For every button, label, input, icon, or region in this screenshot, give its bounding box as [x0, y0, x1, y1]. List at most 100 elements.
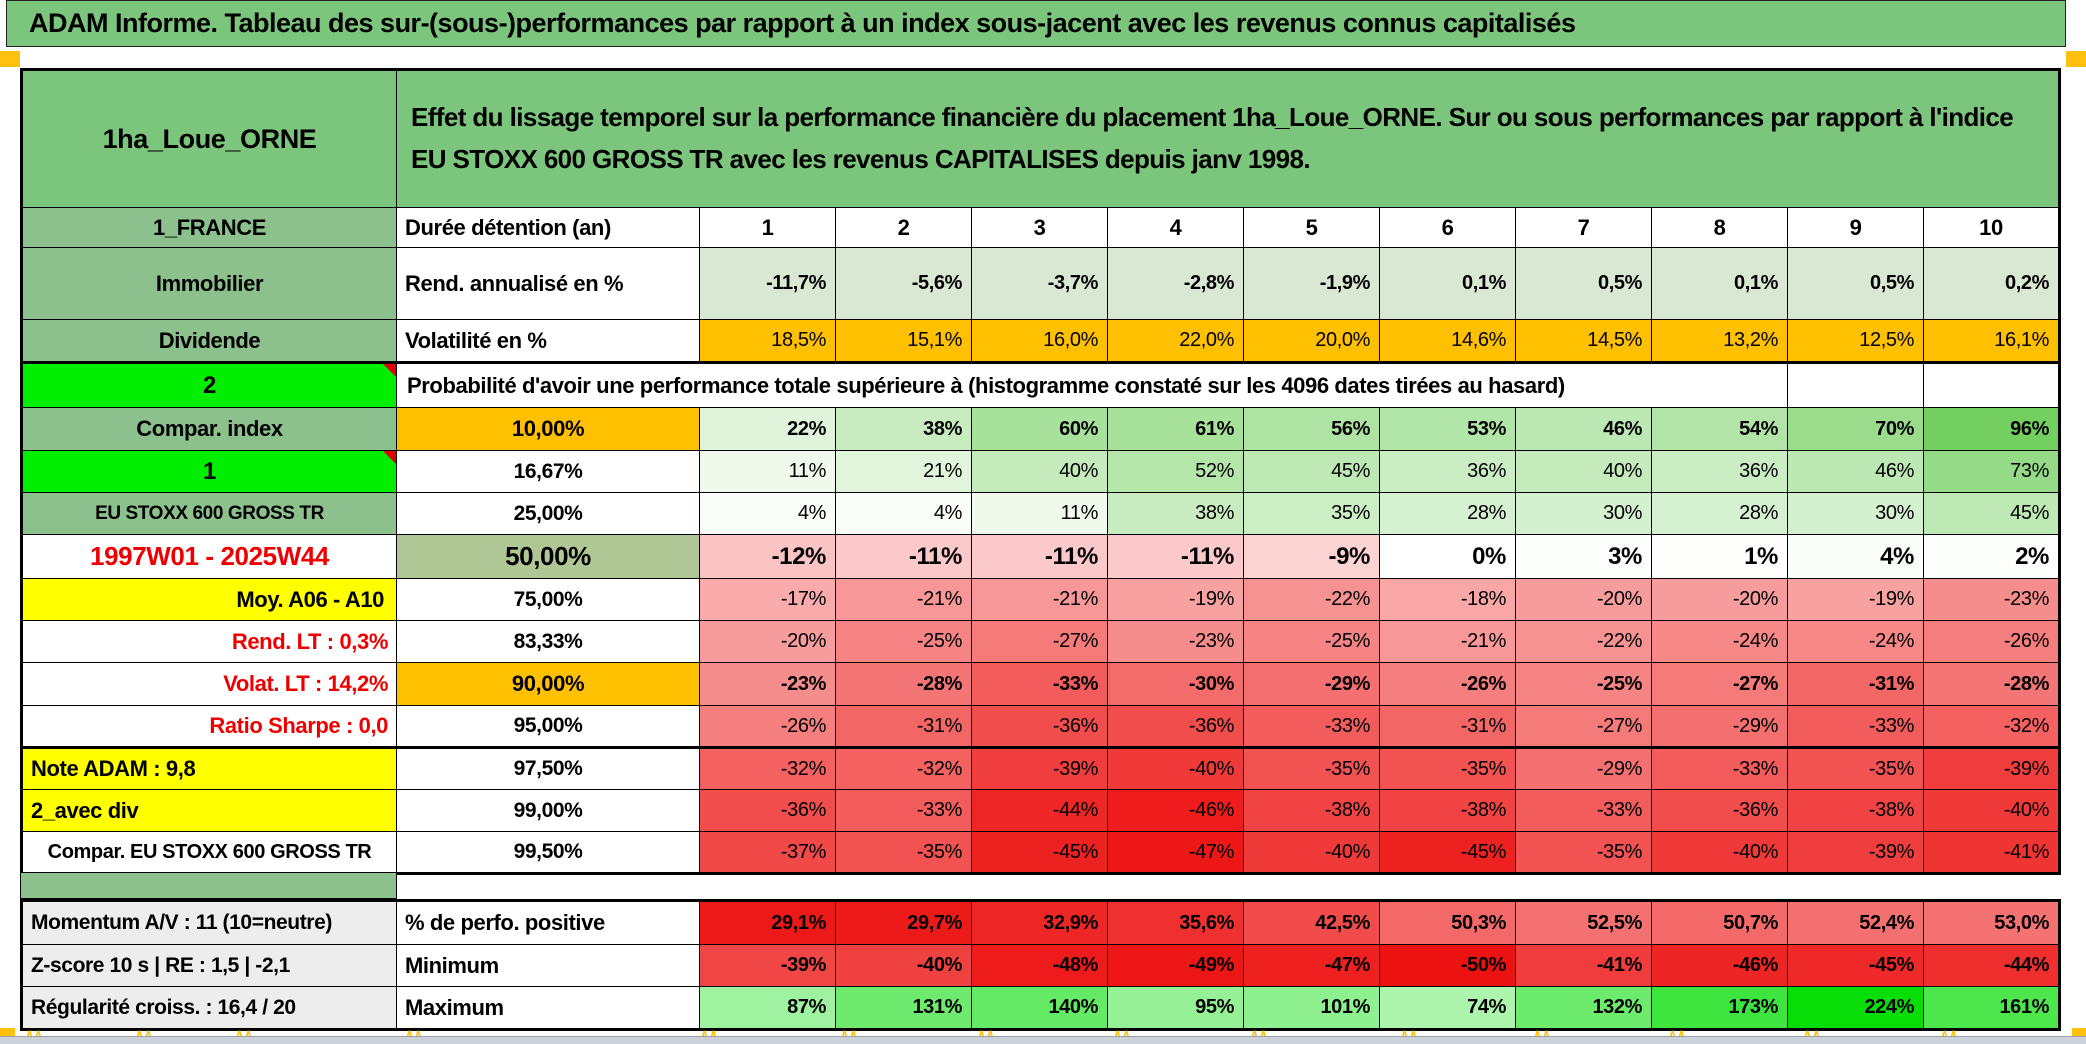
- data-cell[interactable]: -33%: [1243, 705, 1380, 749]
- data-cell[interactable]: 8: [1651, 207, 1788, 248]
- data-cell[interactable]: -39%: [1787, 831, 1924, 874]
- data-cell[interactable]: -36%: [699, 789, 836, 832]
- data-cell[interactable]: -11,7%: [699, 247, 836, 320]
- data-cell[interactable]: -39%: [971, 747, 1108, 790]
- data-cell[interactable]: 3%: [1515, 534, 1652, 579]
- data-cell[interactable]: 10: [1923, 207, 2060, 248]
- data-cell[interactable]: 12,5%: [1787, 319, 1924, 364]
- data-cell[interactable]: -26%: [699, 705, 836, 749]
- row-label-cell[interactable]: Dividende: [21, 319, 397, 364]
- data-cell[interactable]: -35%: [1243, 747, 1380, 790]
- data-cell[interactable]: -20%: [1651, 578, 1788, 621]
- data-cell[interactable]: 161%: [1923, 986, 2060, 1030]
- row-label-cell[interactable]: Momentum A/V : 11 (10=neutre): [21, 900, 397, 945]
- data-cell[interactable]: 16,0%: [971, 319, 1108, 364]
- data-cell[interactable]: 21%: [835, 450, 972, 493]
- data-cell[interactable]: 4%: [1787, 534, 1924, 579]
- data-cell[interactable]: 35%: [1243, 492, 1380, 535]
- data-cell[interactable]: -26%: [1923, 620, 2060, 663]
- data-cell[interactable]: 6: [1379, 207, 1516, 248]
- data-cell[interactable]: -48%: [971, 944, 1108, 987]
- data-cell[interactable]: -12%: [699, 534, 836, 579]
- data-cell[interactable]: -11%: [835, 534, 972, 579]
- data-cell[interactable]: 14,6%: [1379, 319, 1516, 364]
- data-cell[interactable]: -27%: [1515, 705, 1652, 749]
- row-label-cell[interactable]: Immobilier: [21, 247, 397, 320]
- data-cell[interactable]: 42,5%: [1243, 900, 1380, 945]
- data-cell[interactable]: -44%: [971, 789, 1108, 832]
- data-cell[interactable]: 4%: [699, 492, 836, 535]
- data-cell[interactable]: -26%: [1379, 662, 1516, 706]
- data-cell[interactable]: 22,0%: [1107, 319, 1244, 364]
- data-cell[interactable]: -31%: [1379, 705, 1516, 749]
- data-cell[interactable]: -36%: [1107, 705, 1244, 749]
- row-label-cell[interactable]: EU STOXX 600 GROSS TR: [21, 492, 397, 535]
- data-cell[interactable]: -40%: [1107, 747, 1244, 790]
- data-cell[interactable]: -46%: [1651, 944, 1788, 987]
- metric-label-cell[interactable]: 83,33%: [396, 620, 700, 663]
- data-cell[interactable]: [1923, 362, 2060, 408]
- data-cell[interactable]: 131%: [835, 986, 972, 1030]
- data-cell[interactable]: -38%: [1787, 789, 1924, 832]
- data-cell[interactable]: 173%: [1651, 986, 1788, 1030]
- data-cell[interactable]: 224%: [1787, 986, 1924, 1030]
- data-cell[interactable]: -33%: [1787, 705, 1924, 749]
- row-label-cell[interactable]: Note ADAM : 9,8: [21, 747, 397, 790]
- row-label-cell[interactable]: Régularité croiss. : 16,4 / 20: [21, 986, 397, 1030]
- data-cell[interactable]: 50,3%: [1379, 900, 1516, 945]
- data-cell[interactable]: -39%: [699, 944, 836, 987]
- data-cell[interactable]: -28%: [835, 662, 972, 706]
- data-cell[interactable]: 54%: [1651, 407, 1788, 451]
- data-cell[interactable]: 29,7%: [835, 900, 972, 945]
- data-cell[interactable]: 0,5%: [1787, 247, 1924, 320]
- data-cell[interactable]: -45%: [1379, 831, 1516, 874]
- row-label-cell[interactable]: Z-score 10 s | RE : 1,5 | -2,1: [21, 944, 397, 987]
- data-cell[interactable]: -35%: [1787, 747, 1924, 790]
- data-cell[interactable]: -1,9%: [1243, 247, 1380, 320]
- data-cell[interactable]: -29%: [1243, 662, 1380, 706]
- data-cell[interactable]: -19%: [1107, 578, 1244, 621]
- metric-label-cell[interactable]: Minimum: [396, 944, 700, 987]
- placement-name-cell[interactable]: 1ha_Loue_ORNE: [21, 69, 397, 208]
- data-cell[interactable]: 140%: [971, 986, 1108, 1030]
- data-cell[interactable]: 50,7%: [1651, 900, 1788, 945]
- data-cell[interactable]: -28%: [1923, 662, 2060, 706]
- data-cell[interactable]: -33%: [1515, 789, 1652, 832]
- metric-label-cell[interactable]: 25,00%: [396, 492, 700, 535]
- data-cell[interactable]: -11%: [1107, 534, 1244, 579]
- data-cell[interactable]: -50%: [1379, 944, 1516, 987]
- data-cell[interactable]: -25%: [835, 620, 972, 663]
- data-cell[interactable]: 132%: [1515, 986, 1652, 1030]
- data-cell[interactable]: -25%: [1243, 620, 1380, 663]
- data-cell[interactable]: 1%: [1651, 534, 1788, 579]
- data-cell[interactable]: 11%: [699, 450, 836, 493]
- data-cell[interactable]: -18%: [1379, 578, 1516, 621]
- data-cell[interactable]: 0,1%: [1379, 247, 1516, 320]
- data-cell[interactable]: -30%: [1107, 662, 1244, 706]
- data-cell[interactable]: 53%: [1379, 407, 1516, 451]
- data-cell[interactable]: -27%: [1651, 662, 1788, 706]
- data-cell[interactable]: -36%: [1651, 789, 1788, 832]
- data-cell[interactable]: 9: [1787, 207, 1924, 248]
- data-cell[interactable]: 56%: [1243, 407, 1380, 451]
- data-cell[interactable]: -40%: [1923, 789, 2060, 832]
- data-cell[interactable]: -40%: [835, 944, 972, 987]
- data-cell[interactable]: 15,1%: [835, 319, 972, 364]
- data-cell[interactable]: 32,9%: [971, 900, 1108, 945]
- data-cell[interactable]: 20,0%: [1243, 319, 1380, 364]
- data-cell[interactable]: -32%: [699, 747, 836, 790]
- data-cell[interactable]: -23%: [699, 662, 836, 706]
- data-cell[interactable]: -38%: [1243, 789, 1380, 832]
- metric-label-cell[interactable]: 95,00%: [396, 705, 700, 749]
- data-cell[interactable]: -41%: [1515, 944, 1652, 987]
- data-cell[interactable]: 52,5%: [1515, 900, 1652, 945]
- data-cell[interactable]: -22%: [1515, 620, 1652, 663]
- data-cell[interactable]: -20%: [1515, 578, 1652, 621]
- data-cell[interactable]: -49%: [1107, 944, 1244, 987]
- data-cell[interactable]: -2,8%: [1107, 247, 1244, 320]
- data-cell[interactable]: 30%: [1787, 492, 1924, 535]
- data-cell[interactable]: [1787, 362, 1924, 408]
- data-cell[interactable]: 73%: [1923, 450, 2060, 493]
- data-cell[interactable]: 36%: [1379, 450, 1516, 493]
- data-cell[interactable]: -21%: [971, 578, 1108, 621]
